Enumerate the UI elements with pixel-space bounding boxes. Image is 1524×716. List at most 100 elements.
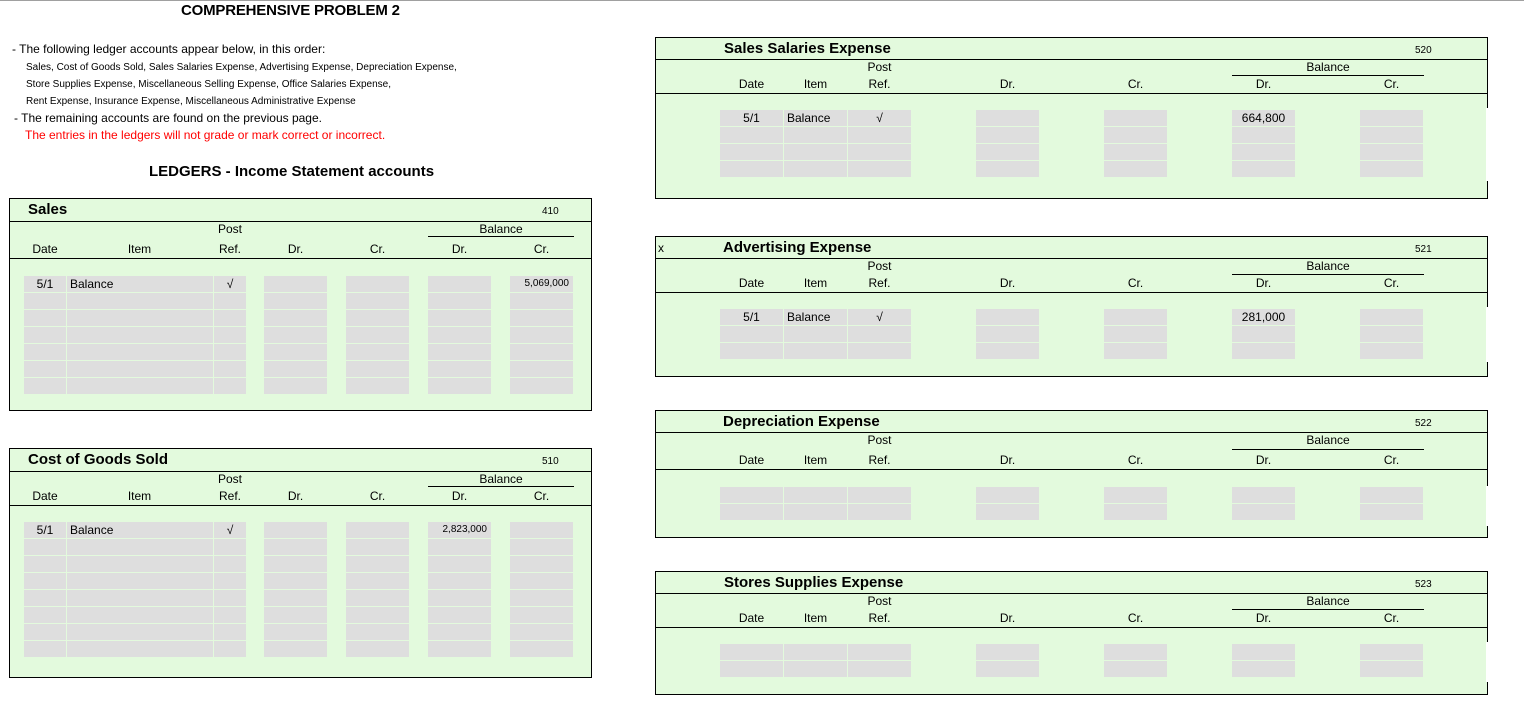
debit-cell[interactable] xyxy=(264,276,327,292)
debit-cell[interactable] xyxy=(976,487,1039,503)
balance-credit-cell[interactable] xyxy=(510,522,573,538)
credit-cell[interactable] xyxy=(1104,661,1167,677)
post-ref-cell[interactable] xyxy=(214,556,246,572)
debit-cell[interactable] xyxy=(264,378,327,394)
post-ref-cell[interactable] xyxy=(214,327,246,343)
post-ref-cell[interactable] xyxy=(214,607,246,623)
debit-cell[interactable] xyxy=(264,607,327,623)
post-ref-cell[interactable]: √ xyxy=(214,522,246,538)
post-ref-cell[interactable] xyxy=(214,361,246,377)
item-cell[interactable] xyxy=(784,644,847,660)
item-cell[interactable] xyxy=(784,161,847,177)
balance-credit-cell[interactable] xyxy=(1360,161,1423,177)
post-ref-cell[interactable] xyxy=(848,661,911,677)
debit-cell[interactable] xyxy=(264,556,327,572)
balance-debit-cell[interactable]: 281,000 xyxy=(1232,309,1295,325)
credit-cell[interactable] xyxy=(346,310,409,326)
balance-debit-cell[interactable]: 2,823,000 xyxy=(428,522,491,538)
debit-cell[interactable] xyxy=(976,161,1039,177)
date-cell[interactable] xyxy=(720,504,783,520)
debit-cell[interactable] xyxy=(976,644,1039,660)
post-ref-cell[interactable] xyxy=(848,144,911,160)
item-cell[interactable] xyxy=(67,573,213,589)
date-cell[interactable] xyxy=(720,343,783,359)
date-cell[interactable] xyxy=(24,607,66,623)
credit-cell[interactable] xyxy=(346,344,409,360)
balance-credit-cell[interactable] xyxy=(510,607,573,623)
post-ref-cell[interactable] xyxy=(848,161,911,177)
date-cell[interactable] xyxy=(24,624,66,640)
item-cell[interactable] xyxy=(784,127,847,143)
date-cell[interactable] xyxy=(720,661,783,677)
post-ref-cell[interactable] xyxy=(848,487,911,503)
item-cell[interactable] xyxy=(67,378,213,394)
balance-credit-cell[interactable] xyxy=(510,310,573,326)
post-ref-cell[interactable] xyxy=(214,590,246,606)
date-cell[interactable] xyxy=(24,327,66,343)
balance-credit-cell[interactable] xyxy=(1360,144,1423,160)
item-cell[interactable] xyxy=(67,539,213,555)
credit-cell[interactable] xyxy=(346,624,409,640)
debit-cell[interactable] xyxy=(976,127,1039,143)
date-cell[interactable] xyxy=(24,310,66,326)
balance-credit-cell[interactable] xyxy=(1360,326,1423,342)
balance-debit-cell[interactable]: 664,800 xyxy=(1232,110,1295,126)
balance-debit-cell[interactable] xyxy=(428,344,491,360)
debit-cell[interactable] xyxy=(264,327,327,343)
balance-credit-cell[interactable] xyxy=(510,539,573,555)
credit-cell[interactable] xyxy=(1104,309,1167,325)
balance-credit-cell[interactable] xyxy=(510,378,573,394)
post-ref-cell[interactable] xyxy=(214,641,246,657)
balance-debit-cell[interactable] xyxy=(428,378,491,394)
item-cell[interactable] xyxy=(784,504,847,520)
item-cell[interactable]: Balance xyxy=(784,309,847,325)
balance-credit-cell[interactable] xyxy=(1360,487,1423,503)
credit-cell[interactable] xyxy=(346,522,409,538)
balance-credit-cell[interactable] xyxy=(1360,661,1423,677)
balance-debit-cell[interactable] xyxy=(1232,326,1295,342)
post-ref-cell[interactable] xyxy=(214,573,246,589)
debit-cell[interactable] xyxy=(976,504,1039,520)
balance-debit-cell[interactable] xyxy=(428,293,491,309)
credit-cell[interactable] xyxy=(1104,326,1167,342)
credit-cell[interactable] xyxy=(346,590,409,606)
balance-debit-cell[interactable] xyxy=(1232,161,1295,177)
date-cell[interactable] xyxy=(720,326,783,342)
balance-debit-cell[interactable] xyxy=(428,539,491,555)
item-cell[interactable] xyxy=(784,343,847,359)
balance-credit-cell[interactable] xyxy=(510,344,573,360)
balance-credit-cell[interactable] xyxy=(1360,644,1423,660)
post-ref-cell[interactable] xyxy=(214,310,246,326)
balance-debit-cell[interactable] xyxy=(428,327,491,343)
date-cell[interactable] xyxy=(24,361,66,377)
post-ref-cell[interactable] xyxy=(214,539,246,555)
post-ref-cell[interactable] xyxy=(848,644,911,660)
post-ref-cell[interactable] xyxy=(848,343,911,359)
post-ref-cell[interactable] xyxy=(848,504,911,520)
credit-cell[interactable] xyxy=(346,327,409,343)
post-ref-cell[interactable] xyxy=(214,293,246,309)
balance-debit-cell[interactable] xyxy=(1232,661,1295,677)
date-cell[interactable] xyxy=(24,641,66,657)
balance-debit-cell[interactable] xyxy=(428,276,491,292)
balance-credit-cell[interactable] xyxy=(1360,309,1423,325)
balance-debit-cell[interactable] xyxy=(428,607,491,623)
balance-credit-cell[interactable]: 5,069,000 xyxy=(510,276,573,292)
balance-credit-cell[interactable] xyxy=(510,327,573,343)
item-cell[interactable] xyxy=(67,344,213,360)
item-cell[interactable] xyxy=(67,607,213,623)
item-cell[interactable] xyxy=(67,361,213,377)
balance-credit-cell[interactable] xyxy=(1360,110,1423,126)
debit-cell[interactable] xyxy=(976,309,1039,325)
balance-debit-cell[interactable] xyxy=(428,641,491,657)
post-ref-cell[interactable]: √ xyxy=(848,309,911,325)
credit-cell[interactable] xyxy=(1104,161,1167,177)
item-cell[interactable]: Balance xyxy=(67,522,213,538)
balance-credit-cell[interactable] xyxy=(1360,504,1423,520)
item-cell[interactable]: Balance xyxy=(784,110,847,126)
item-cell[interactable] xyxy=(784,326,847,342)
credit-cell[interactable] xyxy=(1104,343,1167,359)
credit-cell[interactable] xyxy=(346,293,409,309)
post-ref-cell[interactable] xyxy=(214,344,246,360)
date-cell[interactable] xyxy=(720,644,783,660)
